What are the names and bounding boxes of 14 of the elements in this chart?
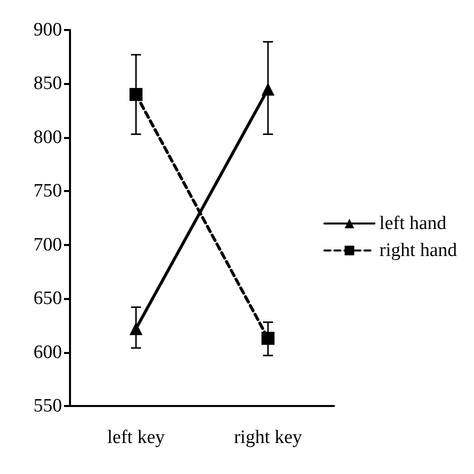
legend-label: left hand: [379, 213, 447, 234]
legend-label: right hand: [379, 240, 458, 261]
y-tick-label: 700: [34, 234, 62, 256]
y-tick-label: 650: [34, 288, 62, 310]
y-tick-label: 600: [34, 342, 62, 363]
point: [262, 332, 274, 345]
y-tick-label: 550: [34, 396, 62, 416]
x-tick-label: right key: [234, 427, 303, 448]
x-tick-label: left key: [107, 427, 166, 448]
y-tick-label: 750: [34, 180, 62, 202]
point: [130, 88, 142, 101]
y-tick-label: 850: [34, 73, 62, 94]
y-tick-label: 800: [34, 126, 62, 148]
y-tick-label: 900: [34, 20, 62, 40]
